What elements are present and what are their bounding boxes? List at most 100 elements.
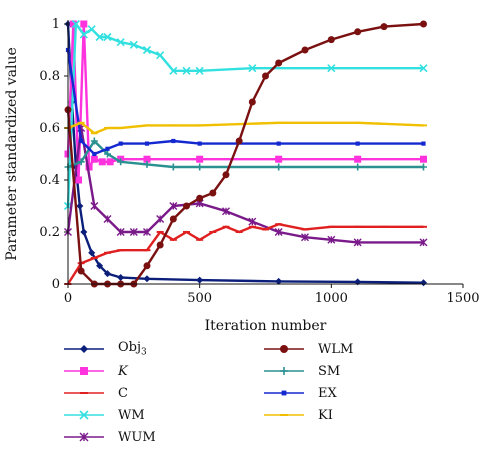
data-point-obj [275,277,283,285]
data-point-obj [420,279,427,287]
data-point-wm [71,19,80,29]
y-tick-label: 0.4 [39,173,60,188]
data-point-wlm [143,262,151,270]
data-point-k [98,158,106,166]
data-point-obj [96,262,104,270]
data-point-sm [104,150,111,158]
data-point-sm [354,163,362,171]
data-point-ex [355,141,360,146]
series-k [64,20,427,184]
data-point-wm [103,32,112,42]
data-point-wum [327,235,336,244]
data-point-wlm [77,267,85,275]
data-point-wum [274,228,283,236]
data-point-wm [129,40,138,49]
data-point-wum [143,228,151,236]
y-tick-label: 1 [52,17,60,32]
data-point-sm [169,163,177,171]
series-ex [65,47,426,157]
data-point-k [69,20,77,28]
y-tick-label: 0.2 [39,225,60,240]
series-ki [64,121,427,135]
x-tick-label: 1500 [446,291,479,306]
data-point-obj [88,249,96,257]
data-point-wum [156,215,165,223]
data-point-wum [90,202,99,210]
data-point-wlm [222,171,230,179]
data-point-k [90,155,98,163]
data-point-obj [104,270,111,278]
data-point-wlm [354,28,362,36]
x-tick-label: 500 [187,291,212,306]
data-point-obj [117,274,125,281]
data-point-wum [222,207,230,216]
series-line-wm [66,22,424,207]
y-tick-label: 0.6 [39,121,60,136]
data-point-k [354,155,362,163]
x-tick-label: 0 [64,291,72,306]
y-tick-label: 0.8 [39,69,60,84]
axes [64,20,464,288]
data-point-wlm [327,36,335,44]
data-point-obj [143,275,151,283]
series-wlm [64,20,427,288]
x-tick-label: 1000 [315,291,348,306]
plot-area [63,19,428,288]
data-point-wlm [196,194,204,202]
data-point-ex [171,138,176,144]
x-axis-label: Iteration number [205,318,327,334]
data-point-wlm [209,189,217,197]
data-point-wm [195,66,204,75]
data-point-wm [95,32,104,42]
data-point-ex [92,151,97,157]
data-point-ex [105,146,110,151]
data-point-wm [116,38,125,47]
data-point-wm [327,64,336,73]
y-axis-label: Parameter standardized value [4,47,20,261]
series-line-ex [66,49,424,156]
data-point-wlm [235,137,243,145]
data-point-k [196,155,204,163]
data-point-k [75,176,83,184]
data-point-wm [182,66,191,75]
data-point-wum [129,228,138,236]
data-point-wum [353,238,362,247]
data-point-ex [421,141,426,146]
data-point-wum [103,215,112,223]
data-point-wlm [275,59,283,67]
data-point-wlm [169,215,177,223]
data-point-sm [275,163,283,171]
data-point-k [143,155,151,163]
series-line-wlm [66,22,424,286]
data-point-obj [80,228,88,236]
data-point-wlm [262,72,269,80]
data-point-wum [248,217,257,226]
data-point-wlm [248,98,256,106]
data-point-wm [169,66,178,75]
data-point-sm [196,163,204,171]
tick-labels: 0 500 1000 1500 0 0.2 0.4 0.6 0.8 1 [39,17,479,306]
data-point-wum [419,238,428,247]
series-line-obj [66,23,424,284]
data-point-k [80,20,88,28]
data-point-sm [117,158,125,166]
data-point-wm [142,45,152,55]
series-wm [63,19,428,211]
data-point-ex [79,138,84,144]
data-point-ex [144,141,150,146]
data-point-sm [77,158,85,166]
data-point-wm [419,64,428,73]
data-point-wm [87,25,96,34]
data-point-sm [90,137,98,145]
data-point-sm [143,160,151,168]
data-point-wm [248,64,257,73]
data-point-wlm [183,202,190,210]
data-point-k [85,163,93,171]
data-point-wlm [301,46,309,54]
data-point-ex [276,141,281,146]
data-point-wlm [420,20,427,28]
data-point-sm [420,163,427,171]
data-point-wlm [156,241,164,249]
y-tick-label: 0 [52,277,60,292]
